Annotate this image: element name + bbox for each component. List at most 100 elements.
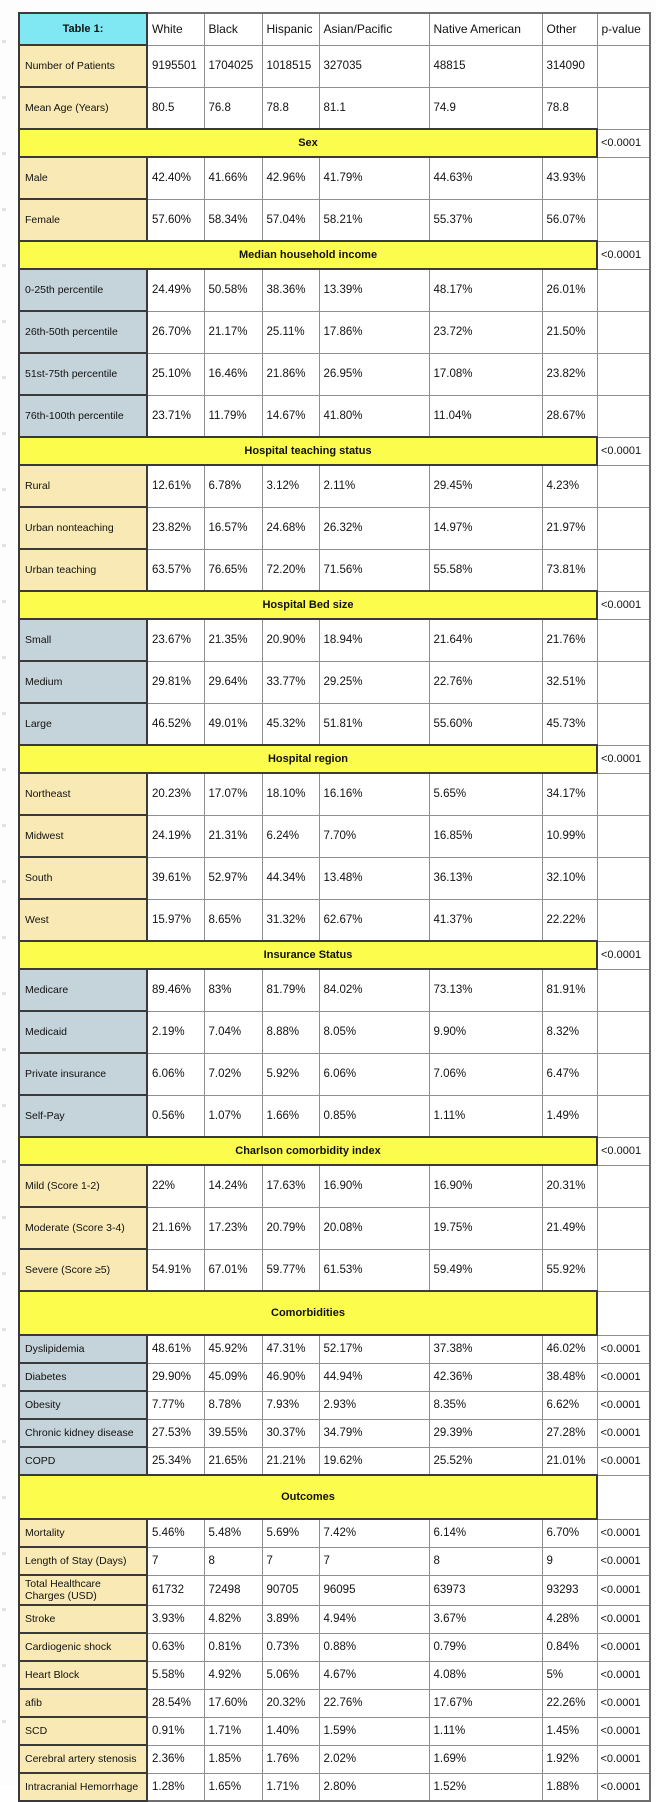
value-cell: 24.49% [146, 268, 205, 312]
value-cell: 4.82% [203, 1604, 263, 1634]
table-row: Medium 29.81% 29.64% 33.77% 29.25% 22.76% 32.5… [18, 660, 651, 704]
row-label: Total Healthcare Charges (USD) [18, 1574, 148, 1606]
section-row: Sex <0.0001 [18, 128, 651, 158]
p-value-cell [596, 394, 651, 438]
value-cell: 7.02% [203, 1052, 263, 1096]
value-cell: 78.8 [541, 86, 598, 130]
value-cell: 3.67% [428, 1604, 543, 1634]
row-label: Mean Age (Years) [18, 86, 148, 130]
value-cell: 38.48% [541, 1362, 598, 1392]
value-cell: 81.91% [541, 968, 598, 1012]
value-cell: 36.13% [428, 856, 543, 900]
value-cell: 13.39% [318, 268, 430, 312]
value-cell: 25.11% [261, 310, 320, 354]
table-row: Medicare 89.46% 83% 81.79% 84.02% 73.13% 81.91… [18, 968, 651, 1012]
p-value-cell: <0.0001 [596, 744, 651, 774]
value-cell: 0.63% [146, 1632, 205, 1662]
p-value-cell [596, 618, 651, 662]
value-cell: 81.1 [318, 86, 430, 130]
table-row: Obesity 7.77% 8.78% 7.93% 2.93% 8.35% 6.62% <0.… [18, 1390, 651, 1420]
value-cell: 19.62% [318, 1446, 430, 1476]
value-cell: 96095 [318, 1574, 430, 1606]
value-cell: 17.86% [318, 310, 430, 354]
value-cell: 42.96% [261, 156, 320, 200]
value-cell: 20.79% [261, 1206, 320, 1250]
table-row: Cerebral artery stenosis 2.36% 1.85% 1.76% 2… [18, 1744, 651, 1774]
p-value-cell: <0.0001 [596, 1688, 651, 1718]
value-cell: 73.13% [428, 968, 543, 1012]
value-cell: 39.61% [146, 856, 205, 900]
column-header-black: Black [203, 12, 263, 46]
row-label: Urban nonteaching [18, 506, 148, 550]
table-row: Self-Pay 0.56% 1.07% 1.66% 0.85% 1.11% 1.49% [18, 1094, 651, 1138]
section-header: Comorbidities [18, 1290, 598, 1336]
value-cell: 10.99% [541, 814, 598, 858]
value-cell: 14.24% [203, 1164, 263, 1208]
value-cell: 0.73% [261, 1632, 320, 1662]
value-cell: 1704025 [203, 44, 263, 88]
p-value-cell [596, 1206, 651, 1250]
value-cell: 50.58% [203, 268, 263, 312]
row-label: Medicaid [18, 1010, 148, 1054]
value-cell: 21.17% [203, 310, 263, 354]
value-cell: 57.04% [261, 198, 320, 242]
value-cell: 6.06% [318, 1052, 430, 1096]
value-cell: 23.71% [146, 394, 205, 438]
table-title-cell: Table 1: [18, 12, 148, 46]
value-cell: 45.73% [541, 702, 598, 746]
value-cell: 48.17% [428, 268, 543, 312]
value-cell: 17.23% [203, 1206, 263, 1250]
value-cell: 73.81% [541, 548, 598, 592]
value-cell: 4.08% [428, 1660, 543, 1690]
p-value-cell: <0.0001 [596, 1632, 651, 1662]
value-cell: 1.07% [203, 1094, 263, 1138]
value-cell: 1018515 [261, 44, 320, 88]
p-value-cell: <0.0001 [596, 240, 651, 270]
value-cell: 29.64% [203, 660, 263, 704]
p-value-cell: <0.0001 [596, 1390, 651, 1420]
value-cell: 21.01% [541, 1446, 598, 1476]
p-value-cell [596, 310, 651, 354]
value-cell: 4.28% [541, 1604, 598, 1634]
section-header: Outcomes [18, 1474, 598, 1520]
value-cell: 1.71% [261, 1772, 320, 1802]
section-header: Insurance Status [18, 940, 598, 970]
value-cell: 37.38% [428, 1334, 543, 1364]
table-row: Female 57.60% 58.34% 57.04% 58.21% 55.37% 56.0… [18, 198, 651, 242]
row-label: Chronic kidney disease [18, 1418, 148, 1448]
p-value-cell: <0.0001 [596, 1604, 651, 1634]
value-cell: 25.10% [146, 352, 205, 396]
value-cell: 81.79% [261, 968, 320, 1012]
table-row: COPD 25.34% 21.65% 21.21% 19.62% 25.52% 21.01%… [18, 1446, 651, 1476]
value-cell: 6.47% [541, 1052, 598, 1096]
value-cell: 5% [541, 1660, 598, 1690]
table-row: Male 42.40% 41.66% 42.96% 41.79% 44.63% 43.93% [18, 156, 651, 200]
value-cell: 84.02% [318, 968, 430, 1012]
value-cell: 6.70% [541, 1518, 598, 1548]
value-cell: 16.90% [318, 1164, 430, 1208]
value-cell: 21.64% [428, 618, 543, 662]
value-cell: 11.04% [428, 394, 543, 438]
p-value-cell [596, 352, 651, 396]
value-cell: 0.91% [146, 1716, 205, 1746]
p-value-cell: <0.0001 [596, 940, 651, 970]
p-value-cell [596, 548, 651, 592]
value-cell: 8.35% [428, 1390, 543, 1420]
value-cell: 71.56% [318, 548, 430, 592]
value-cell: 6.24% [261, 814, 320, 858]
value-cell: 2.36% [146, 1744, 205, 1774]
value-cell: 1.40% [261, 1716, 320, 1746]
value-cell: 34.17% [541, 772, 598, 816]
value-cell: 0.56% [146, 1094, 205, 1138]
row-label: Midwest [18, 814, 148, 858]
value-cell: 21.97% [541, 506, 598, 550]
value-cell: 55.92% [541, 1248, 598, 1292]
value-cell: 74.9 [428, 86, 543, 130]
value-cell: 29.39% [428, 1418, 543, 1448]
table-row: Large 46.52% 49.01% 45.32% 51.81% 55.60% 45.73… [18, 702, 651, 746]
value-cell: 23.67% [146, 618, 205, 662]
p-value-cell [596, 1474, 651, 1520]
table-row: Mild (Score 1-2) 22% 14.24% 17.63% 16.90% 16.… [18, 1164, 651, 1208]
value-cell: 25.34% [146, 1446, 205, 1476]
value-cell: 55.60% [428, 702, 543, 746]
